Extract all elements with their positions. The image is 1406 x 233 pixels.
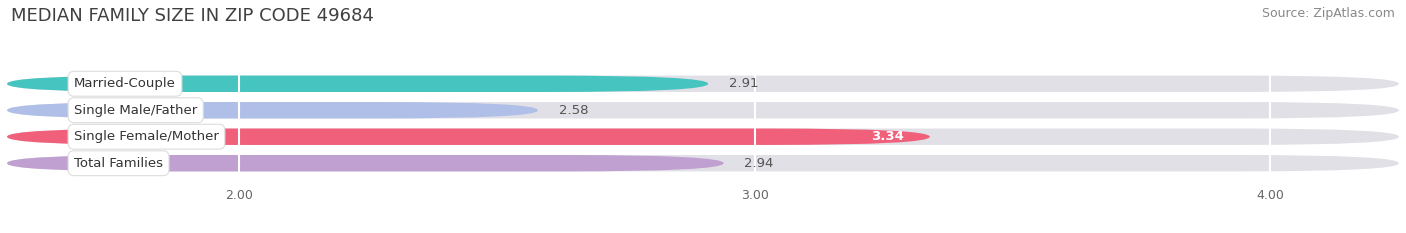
FancyBboxPatch shape <box>7 129 1399 145</box>
Text: Source: ZipAtlas.com: Source: ZipAtlas.com <box>1261 7 1395 20</box>
Text: 2.94: 2.94 <box>744 157 773 170</box>
FancyBboxPatch shape <box>7 155 724 171</box>
Text: Married-Couple: Married-Couple <box>75 77 176 90</box>
Text: 2.91: 2.91 <box>728 77 758 90</box>
FancyBboxPatch shape <box>7 129 929 145</box>
Text: Total Families: Total Families <box>75 157 163 170</box>
FancyBboxPatch shape <box>7 75 709 92</box>
FancyBboxPatch shape <box>7 75 1399 92</box>
FancyBboxPatch shape <box>7 102 1399 118</box>
Text: 3.34: 3.34 <box>872 130 904 143</box>
FancyBboxPatch shape <box>7 102 538 118</box>
Text: Single Male/Father: Single Male/Father <box>75 104 197 117</box>
Text: 2.58: 2.58 <box>558 104 588 117</box>
Text: MEDIAN FAMILY SIZE IN ZIP CODE 49684: MEDIAN FAMILY SIZE IN ZIP CODE 49684 <box>11 7 374 25</box>
FancyBboxPatch shape <box>7 155 1399 171</box>
Text: Single Female/Mother: Single Female/Mother <box>75 130 219 143</box>
